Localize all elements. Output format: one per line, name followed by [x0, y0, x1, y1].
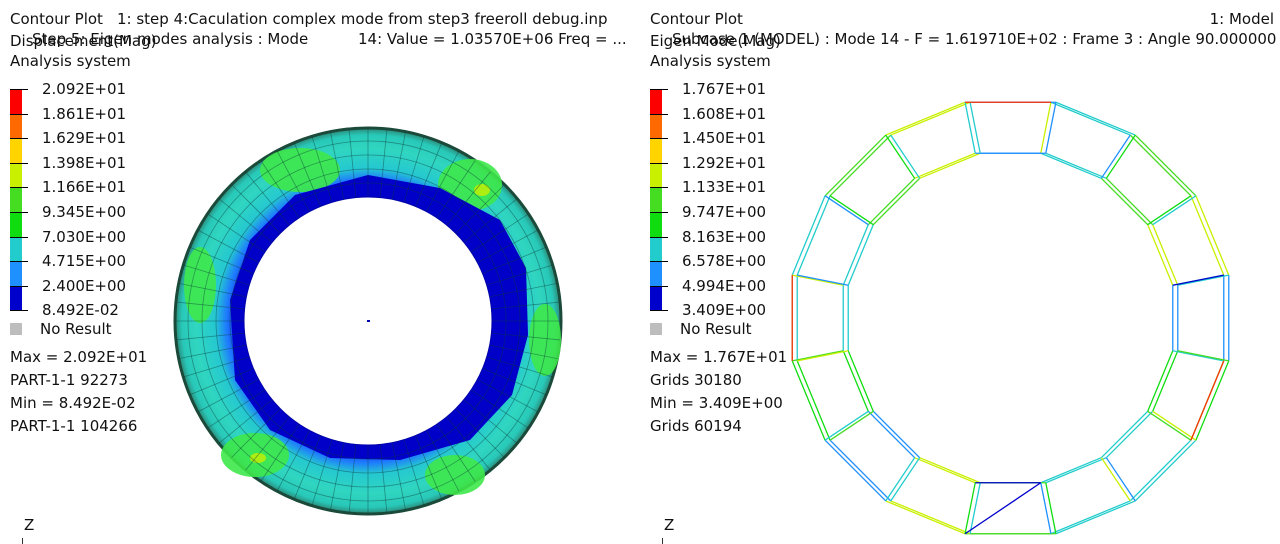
legend-swatch	[10, 90, 22, 115]
max-entity: Grids 30180	[650, 371, 742, 389]
legend-label: 1.166E+01	[42, 178, 127, 197]
legend-tick	[10, 211, 28, 213]
legend-label: 2.400E+00	[42, 276, 127, 295]
legend-tick	[10, 162, 28, 164]
legend-tick	[650, 187, 668, 189]
system-label: Analysis system	[650, 52, 771, 70]
min-value: Min = 8.492E-02	[10, 394, 136, 412]
min-entity: PART-1-1 104266	[10, 417, 138, 435]
model-title: 1: Model	[1209, 10, 1274, 28]
system-label: Analysis system	[10, 52, 131, 70]
legend-label: 6.578E+00	[682, 252, 767, 271]
legend-label: 8.492E-02	[42, 301, 119, 320]
legend-swatch	[10, 286, 22, 312]
legend-tick	[650, 310, 668, 312]
legend-swatch	[650, 114, 662, 140]
legend-label: 1.450E+01	[682, 129, 767, 148]
legend-swatch	[650, 262, 662, 287]
result-type: Displacement(Mag)	[10, 32, 157, 50]
legend-label: 1.767E+01	[682, 80, 767, 98]
legend-label: 2.092E+01	[42, 80, 127, 98]
legend-tick	[10, 236, 28, 238]
mesh-lines	[175, 128, 561, 514]
legend-swatch	[10, 262, 22, 287]
legend-tick	[650, 285, 668, 287]
max-entity: PART-1-1 92273	[10, 371, 128, 389]
wireframe-model	[791, 101, 1230, 535]
plot-title: Contour Plot	[10, 10, 103, 28]
legend-label: 8.163E+00	[682, 227, 767, 246]
legend-label: 3.409E+00	[682, 301, 767, 320]
model-title: 1: step 4:Caculation complex mode from s…	[117, 10, 608, 28]
legend-tick	[10, 138, 28, 140]
plot-title: Contour Plot	[650, 10, 743, 28]
legend-swatch	[650, 237, 662, 263]
legend-tick	[650, 211, 668, 213]
legend-swatch	[650, 212, 662, 238]
legend-tick	[650, 162, 668, 164]
value-line: 14: Value = 1.03570E+06 Freq = ...	[358, 30, 627, 48]
legend-swatch	[650, 188, 662, 213]
legend-swatch	[10, 212, 22, 238]
legend-tick	[650, 261, 668, 263]
legend-label: 7.030E+00	[42, 227, 127, 246]
legend-label: 4.715E+00	[42, 252, 127, 271]
legend-swatch	[650, 163, 662, 189]
legend-label: 1.398E+01	[42, 153, 127, 172]
min-max-info: Max = 1.767E+01 Grids 30180 Min = 3.409E…	[650, 346, 787, 438]
no-result-swatch	[10, 323, 22, 335]
subcase-line: Step 5: Eigen modes analysis : Mode	[32, 30, 309, 48]
right-viewport[interactable]: Contour Plot 1: Model Subcase 1 (MODEL) …	[640, 0, 1280, 544]
legend-swatch	[10, 114, 22, 140]
legend-swatch	[10, 188, 22, 213]
legend-label: 1.608E+01	[682, 104, 767, 123]
axis-triad-icon	[662, 538, 663, 544]
legend-tick	[10, 310, 28, 312]
min-max-info: Max = 2.092E+01 PART-1-1 92273 Min = 8.4…	[10, 346, 147, 438]
legend-tick	[10, 89, 28, 90]
axis-triad-label: Z	[664, 516, 675, 534]
legend-tick	[650, 89, 668, 90]
legend-label: 9.747E+00	[682, 202, 767, 221]
axis-triad-label: Z	[24, 516, 35, 534]
legend-swatch	[650, 90, 662, 115]
no-result-key: No Result	[10, 320, 112, 338]
center-node	[367, 320, 370, 322]
legend-tick	[10, 261, 28, 263]
min-entity: Grids 60194	[650, 417, 742, 435]
no-result-label: No Result	[40, 320, 112, 338]
min-value: Min = 3.409E+00	[650, 394, 783, 412]
subcase-line: Subcase 1 (MODEL) : Mode 14 - F = 1.6197…	[672, 30, 1277, 48]
no-result-key: No Result	[650, 320, 752, 338]
legend-swatch	[10, 237, 22, 263]
left-model-view[interactable]	[0, 0, 640, 544]
axis-triad-icon	[22, 538, 23, 544]
legend-tick	[650, 113, 668, 115]
legend-label: 1.133E+01	[682, 178, 767, 197]
legend-label: 9.345E+00	[42, 202, 127, 221]
no-result-label: No Result	[680, 320, 752, 338]
legend-label: 4.994E+00	[682, 276, 767, 295]
legend-label: 1.292E+01	[682, 153, 767, 172]
legend-tick	[10, 187, 28, 189]
legend-swatch	[10, 163, 22, 189]
hot-spot-cores	[250, 184, 490, 463]
legend-label: 1.629E+01	[42, 129, 127, 148]
legend-swatch	[10, 139, 22, 164]
legend-label: 1.861E+01	[42, 104, 127, 123]
legend-tick	[650, 236, 668, 238]
left-viewport[interactable]: Contour Plot 1: step 4:Caculation comple…	[0, 0, 640, 544]
max-value: Max = 1.767E+01	[650, 348, 788, 366]
max-value: Max = 2.092E+01	[10, 348, 148, 366]
legend-tick	[10, 113, 28, 115]
legend-swatch	[650, 139, 662, 164]
legend-tick	[10, 285, 28, 287]
no-result-swatch	[650, 323, 662, 335]
right-model-view[interactable]	[640, 0, 1280, 544]
legend-swatch	[650, 286, 662, 312]
legend-tick	[650, 138, 668, 140]
result-type: Eigen Mode(Mag)	[650, 32, 781, 50]
